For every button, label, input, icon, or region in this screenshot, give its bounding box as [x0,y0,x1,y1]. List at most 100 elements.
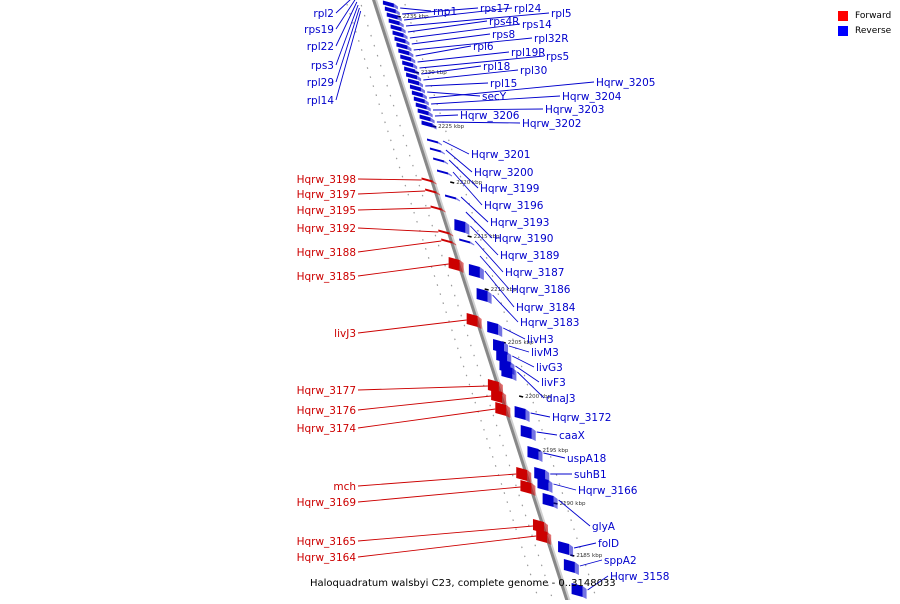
gene-label-text: Hqrw_3199 [480,183,539,195]
gene-label-text: Hqrw_3202 [522,118,581,130]
gene-label-hqrw-3205: Hqrw_3205 [429,77,655,99]
scale-tick [450,181,455,184]
gene-block-side [438,141,443,146]
gene-block-face [496,349,508,363]
gene-block-reverse [411,90,427,100]
gene-block-reverse [436,169,452,177]
gene-block-face [532,519,544,533]
legend-swatch-reverse [838,26,848,36]
gene-label-text: rpl14 [307,95,335,107]
gene-label-hqrw-3203: Hqrw_3203 [433,104,604,116]
leader-line [573,542,597,549]
gene-label-rps5: rps5 [419,51,569,69]
gene-block-face [404,66,416,74]
gene-block-face [430,205,442,211]
gene-block-side [479,267,484,280]
scale-tick-label: 2230 kbp [421,70,447,76]
gene-label-text: Hqrw_3195 [297,205,356,217]
gene-label-hqrw-3193: Hqrw_3193 [460,196,549,229]
gene-label-text: sppA2 [604,555,637,567]
gene-label-hqrw-3169: Hqrw_3169 [297,486,521,509]
leader-line [508,345,530,353]
gene-block-side [498,324,503,337]
gene-label-text: uspA18 [567,453,606,465]
scale-tick [518,395,524,398]
legend-label-forward: Forward [855,11,892,21]
gene-label-rps19: rps19 [304,0,356,36]
gene-block-side [419,81,424,88]
gene-block-face [476,288,488,302]
gene-label-text: Hqrw_3197 [297,189,356,201]
gene-block-side [547,532,552,545]
leader-line [335,4,359,66]
gene-block-face [415,102,427,110]
leader-line [417,51,510,63]
leader-line [335,0,351,14]
gene-label-text: Hqrw_3185 [297,271,356,283]
gene-label-text: Hqrw_3189 [500,250,559,262]
gene-block-side [582,586,587,599]
gene-block-face [441,238,453,244]
leader-line [465,211,493,239]
leader-line [357,385,488,391]
scale-tick [467,235,472,238]
gene-block-reverse [402,60,418,70]
gene-label-text: livM3 [531,347,559,359]
gene-label-rpl5: rpl5 [405,8,572,27]
leader-line [409,23,521,39]
guide-rail-right [402,0,599,604]
scale-tick-label: 2215 kbp [474,234,500,240]
gene-block-reverse [487,321,503,337]
gene-label-text: rpl19R [511,47,546,59]
gene-block-face [537,477,549,491]
gene-block-side [553,496,558,509]
gene-label-hqrw-3183: Hqrw_3183 [492,294,579,329]
gene-block-side [397,15,402,22]
leader-line [400,7,432,12]
gene-block-face [495,402,507,416]
gene-block-reverse [386,12,402,22]
gene-label-hqrw-3200: Hqrw_3200 [445,149,533,179]
gene-block-side [569,544,574,557]
gene-label-text: Hqrw_3177 [297,385,356,397]
gene-label-text: rpl15 [490,78,517,90]
gene-block-side [409,51,414,58]
gene-label-text: Hqrw_3205 [596,77,655,89]
gene-block-reverse [445,194,461,202]
gene-block-reverse [571,583,587,599]
leader-line [492,294,519,323]
gene-block-face [493,339,505,353]
gene-block-side [395,9,400,16]
gene-block-face [421,120,433,128]
gene-label-text: rps14 [522,19,552,31]
gene-label-text: Hqrw_3184 [516,302,576,314]
gene-label-text: rps19 [304,24,334,36]
gene-label-hqrw-3158: Hqrw_3158 [587,571,669,591]
gene-block-side [525,409,530,422]
gene-block-side [502,392,507,405]
gene-block-face [563,559,575,573]
gene-block-reverse [415,102,431,112]
leader-line [357,178,422,181]
gene-label-hqrw-3198: Hqrw_3198 [297,174,422,186]
gene-label-text: folD [598,538,619,550]
gene-block-face [433,157,445,163]
gene-label-text: rpl6 [473,41,494,53]
gene-block-reverse [392,30,408,40]
gene-label-rpl22: rpl22 [307,1,358,53]
leader-line [460,196,489,223]
leader-line [357,535,537,558]
gene-block-reverse [537,477,553,493]
gene-block-reverse [520,425,536,441]
gene-label-hqrw-3192: Hqrw_3192 [297,223,439,235]
gene-block-face [527,446,539,460]
gene-block-reverse [394,36,410,46]
gene-block-side [407,45,412,52]
gene-label-livf3: livF3 [515,365,566,389]
scale-tick-label: 2210 kbp [491,287,517,293]
gene-label-rps3: rps3 [311,4,359,72]
gene-label-hqrw-3185: Hqrw_3185 [297,263,449,283]
gene-block-reverse [459,238,475,246]
scale-tick-label: 2185 kbp [576,553,602,559]
gene-block-face [425,188,437,194]
